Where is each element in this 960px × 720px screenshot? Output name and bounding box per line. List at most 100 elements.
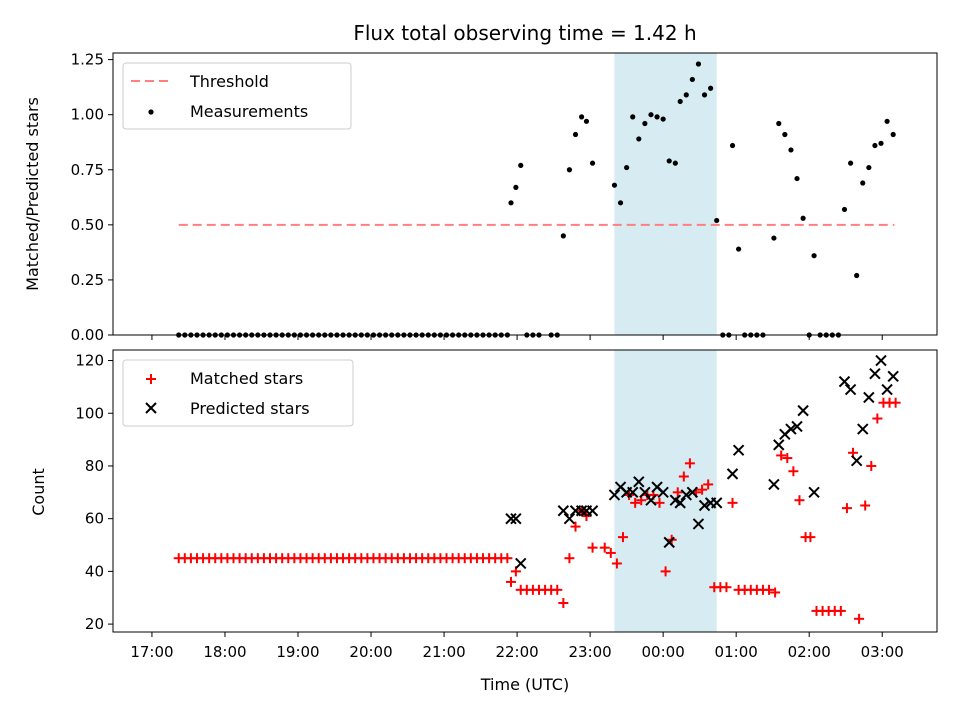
predicted-star-point (768, 478, 780, 491)
measurement-point (566, 167, 573, 173)
matched-star-point (727, 497, 738, 508)
predicted-star-point (608, 489, 621, 501)
measurement-point (729, 142, 736, 149)
legend-predicted-marker (145, 402, 157, 414)
matched-star-point (788, 466, 799, 477)
measurement-point (854, 272, 860, 279)
measurement-point (811, 253, 817, 259)
measurement-point (860, 180, 866, 186)
top-shaded-region (614, 53, 717, 335)
measurement-point (513, 184, 519, 190)
predicted-star-point (726, 468, 739, 480)
measurement-point (654, 114, 660, 120)
measurement-point (890, 131, 896, 138)
measurement-point (782, 131, 788, 138)
legend-threshold-label: Threshold (189, 72, 269, 91)
x-tick-label: 17:00 (130, 643, 173, 661)
legend-predicted-label: Predicted stars (190, 399, 310, 418)
y-tick-label: 0.25 (71, 271, 104, 289)
measurement-point (683, 92, 689, 98)
bottom-panel: 20 40 60 80 100 120 17:00 18:00 19:00 20:00 21:00… (29, 349, 938, 694)
bottom-axes-frame (112, 349, 938, 633)
matched-star-point (564, 553, 575, 564)
predicted-star-point (698, 499, 711, 512)
matched-star-point (587, 542, 598, 553)
bottom-y-ticks: 20 40 60 80 100 120 (75, 352, 113, 633)
predicted-stars-points (505, 354, 899, 570)
y-tick-label: 120 (75, 352, 104, 370)
predicted-star-point (869, 368, 881, 380)
predicted-star-point (808, 486, 820, 499)
legend-matched-label: Matched stars (190, 369, 303, 388)
bottom-legend-box (122, 359, 354, 427)
predicted-star-point (881, 383, 893, 396)
bottom-legend: Matched stars Predicted stars (122, 359, 354, 427)
measurement-point (695, 61, 702, 67)
predicted-star-point (686, 486, 699, 499)
measurement-point (508, 200, 514, 206)
x-tick-label: 02:00 (788, 643, 831, 661)
matched-star-point (558, 598, 569, 609)
top-legend-box (122, 62, 352, 130)
measurement-point (578, 114, 585, 120)
y-tick-label: 1.25 (71, 51, 104, 69)
measurement-point (708, 85, 714, 91)
matched-star-point (605, 547, 616, 558)
predicted-star-point (505, 512, 517, 525)
matched-star-point (721, 582, 732, 593)
measurement-point (648, 112, 654, 118)
measurement-point (866, 164, 872, 171)
predicted-star-point (785, 423, 797, 435)
measurement-point (630, 114, 636, 120)
y-tick-label: 0.00 (71, 326, 104, 344)
x-tick-label: 20:00 (349, 643, 392, 661)
matched-star-point (502, 553, 513, 564)
measurement-point (572, 131, 579, 138)
matched-star-point (599, 542, 610, 553)
predicted-star-point (674, 497, 686, 509)
matched-star-point (684, 458, 695, 469)
predicted-star-point (645, 494, 657, 506)
top-panel: 0.00 0.25 0.50 0.75 1.00 1.25 Matched/Predict… (23, 51, 938, 344)
predicted-star-point (791, 420, 803, 433)
predicted-star-point (510, 512, 522, 525)
measurement-point (611, 182, 618, 188)
predicted-star-point (627, 486, 639, 499)
matched-star-point (872, 413, 883, 424)
predicted-star-point (692, 518, 705, 530)
measurement-point (776, 120, 782, 127)
y-tick-label: 60 (85, 510, 104, 528)
measurement-point (847, 160, 854, 166)
legend-predicted-swatch (145, 402, 157, 414)
matched-star-point (660, 566, 671, 577)
measurement-point (878, 140, 884, 146)
predicted-star-point (838, 375, 851, 388)
measurement-point (736, 246, 742, 252)
y-tick-label: 0.75 (71, 161, 104, 179)
legend-matched-marker (146, 374, 156, 384)
predicted-star-point (887, 370, 899, 383)
x-tick-label: 19:00 (276, 643, 319, 661)
matched-star-point (854, 613, 865, 624)
measurement-point (677, 98, 683, 105)
x-axis-label: Time (UTC) (480, 675, 569, 694)
predicted-star-point (797, 404, 809, 417)
x-tick-label: 03:00 (861, 643, 904, 661)
matched-star-point (782, 453, 793, 464)
x-tick-label: 22:00 (495, 643, 538, 661)
predicted-star-point (639, 486, 651, 499)
measurement-point (800, 215, 806, 221)
matched-star-point (703, 479, 714, 490)
matched-star-point (570, 521, 581, 532)
measurement-point (701, 92, 708, 98)
measurement-point (642, 120, 648, 127)
measurement-point (583, 118, 590, 124)
y-tick-label: 40 (85, 562, 104, 580)
legend-measurements-swatch (148, 109, 154, 115)
y-tick-label: 20 (85, 615, 104, 633)
measurement-point (636, 136, 642, 142)
predicted-star-point (844, 383, 857, 396)
matched-star-point (617, 532, 628, 543)
matched-star-point (890, 397, 901, 408)
predicted-star-point (563, 512, 576, 525)
